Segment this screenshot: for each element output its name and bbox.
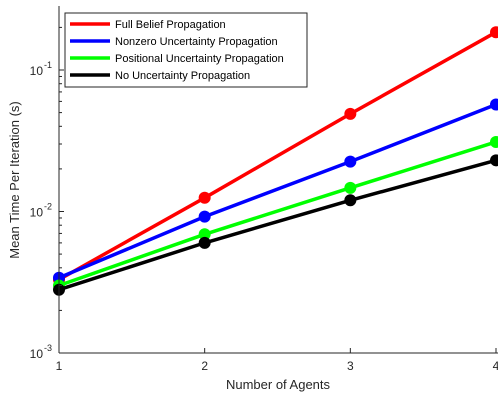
- legend-label: No Uncertainty Propagation: [115, 70, 250, 82]
- legend-label: Nonzero Uncertainty Propagation: [115, 36, 278, 48]
- series-3-point-2: [198, 228, 211, 241]
- y-axis-label: Mean Time Per Iteration (s): [7, 101, 22, 259]
- series-4-point-2: [198, 236, 211, 249]
- series-line-4: [58, 158, 497, 292]
- series-line-3: [58, 140, 497, 288]
- y-ticks: 10-310-210-1: [30, 26, 64, 361]
- legend: Full Belief Propagation Nonzero Uncertain…: [64, 12, 308, 88]
- series-line-2: [58, 102, 497, 280]
- series-3-point-4: [490, 135, 498, 148]
- series-1-point-2: [198, 191, 211, 204]
- legend-label: Positional Uncertainty Propagation: [115, 53, 284, 65]
- legend-items: Full Belief Propagation Nonzero Uncertain…: [70, 19, 284, 82]
- series-2-point-4: [490, 98, 498, 111]
- series-3-point-3: [344, 181, 357, 194]
- x-axis-label: Number of Agents: [226, 377, 331, 392]
- y-tick-label: 10: [30, 347, 44, 361]
- legend-label: Full Belief Propagation: [115, 19, 226, 31]
- y-tick-exponent: -3: [44, 343, 52, 353]
- series-1-point-4: [490, 26, 498, 39]
- series-line-1: [58, 30, 497, 282]
- y-tick-exponent: -2: [44, 202, 52, 212]
- x-tick-label: 4: [493, 359, 498, 373]
- series-2-point-3: [344, 155, 357, 168]
- series-4-point-3: [344, 194, 357, 207]
- y-tick-label: 10: [30, 206, 44, 220]
- x-tick-label: 1: [56, 359, 63, 373]
- x-tick-label: 2: [201, 359, 208, 373]
- y-tick-label: 10: [30, 64, 44, 78]
- series-2-point-2: [198, 210, 211, 223]
- series-4-point-4: [490, 154, 498, 167]
- x-tick-label: 3: [347, 359, 354, 373]
- x-ticks: 1 2 3 4: [56, 348, 498, 373]
- series-layer: [53, 26, 498, 296]
- y-tick-exponent: -1: [44, 60, 52, 70]
- series-1-point-3: [344, 107, 357, 120]
